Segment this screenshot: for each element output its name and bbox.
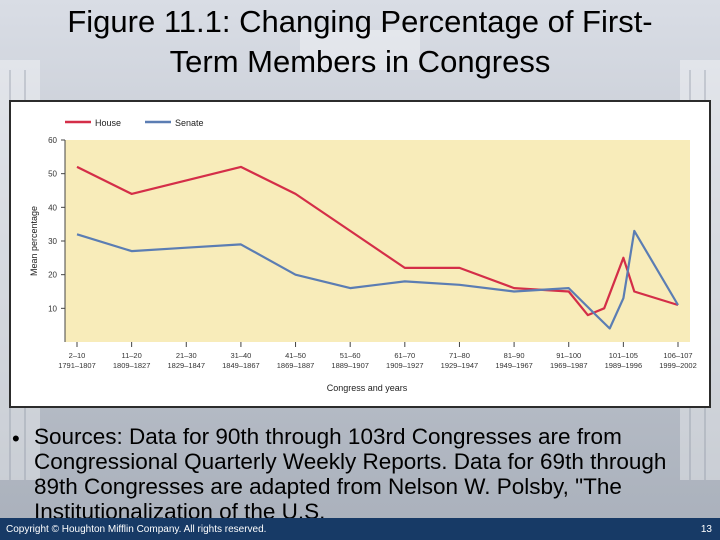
x-tick-label-years: 1791–1807 xyxy=(58,361,96,370)
y-tick-label: 20 xyxy=(48,271,57,280)
x-tick-label-years: 1969–1987 xyxy=(550,361,588,370)
x-tick-label-years: 1929–1947 xyxy=(441,361,479,370)
x-tick-label-congress: 81–90 xyxy=(504,351,525,360)
chart-frame: 10 20 30 40 50 60 2–10 1791–1807 11–20 1809–1827… xyxy=(9,100,711,408)
y-axis-title: Mean percentage xyxy=(29,206,39,276)
x-tick-label-congress: 2–10 xyxy=(69,351,86,360)
x-tick-label-years: 1999–2002 xyxy=(659,361,697,370)
plot-background xyxy=(65,140,690,342)
y-tick-group: 10 20 30 40 50 60 xyxy=(48,136,65,313)
footer-bar: Copyright © Houghton Mifflin Company. Al… xyxy=(0,518,720,540)
y-tick-label: 50 xyxy=(48,170,57,179)
x-tick-label-congress: 71–80 xyxy=(449,351,470,360)
x-tick-label-congress: 11–20 xyxy=(121,351,141,360)
legend-house-label: House xyxy=(95,118,121,128)
x-tick-label-years: 1869–1887 xyxy=(277,361,315,370)
x-tick-label-years: 1889–1907 xyxy=(331,361,369,370)
x-tick-label-congress: 106–107 xyxy=(663,351,692,360)
slide-title: Figure 11.1: Changing Percentage of Firs… xyxy=(0,2,720,82)
y-tick-label: 60 xyxy=(48,136,57,145)
y-tick-label: 40 xyxy=(48,203,57,212)
legend-senate-label: Senate xyxy=(175,118,204,128)
source-note-text: Sources: Data for 90th through 103rd Con… xyxy=(34,424,667,524)
x-tick-label-years: 1809–1827 xyxy=(113,361,151,370)
copyright-text: Copyright © Houghton Mifflin Company. Al… xyxy=(6,524,267,535)
slide-title-line-1: Figure 11.1: Changing Percentage of Firs… xyxy=(67,4,653,39)
x-tick-label-congress: 51–60 xyxy=(340,351,361,360)
x-tick-label-years: 1909–1927 xyxy=(386,361,424,370)
x-tick-label-years: 1949–1967 xyxy=(495,361,533,370)
x-tick-label-congress: 31–40 xyxy=(230,351,251,360)
series-line-senate xyxy=(76,229,679,330)
x-tick-label-congress: 61–70 xyxy=(394,351,415,360)
slide-title-line-2: Term Members in Congress xyxy=(169,44,551,79)
y-tick-label: 30 xyxy=(48,237,57,246)
series-line-house xyxy=(76,165,679,317)
x-tick-label-congress: 91–100 xyxy=(556,351,581,360)
x-tick-label-years: 1989–1996 xyxy=(605,361,643,370)
x-tick-label-years: 1849–1867 xyxy=(222,361,260,370)
series-lines xyxy=(76,165,679,330)
source-note: • Sources: Data for 90th through 103rd C… xyxy=(0,424,720,540)
x-axis-title: Congress and years xyxy=(327,383,408,393)
x-tick-label-congress: 101–105 xyxy=(609,351,638,360)
x-tick-label-congress: 41–50 xyxy=(285,351,306,360)
y-tick-label: 10 xyxy=(48,304,57,313)
x-tick-label-congress: 21–30 xyxy=(176,351,197,360)
bullet-point-icon: • xyxy=(12,426,20,451)
legend: House Senate xyxy=(65,118,204,128)
page-number: 13 xyxy=(700,524,712,535)
x-tick-label-years: 1829–1847 xyxy=(167,361,205,370)
